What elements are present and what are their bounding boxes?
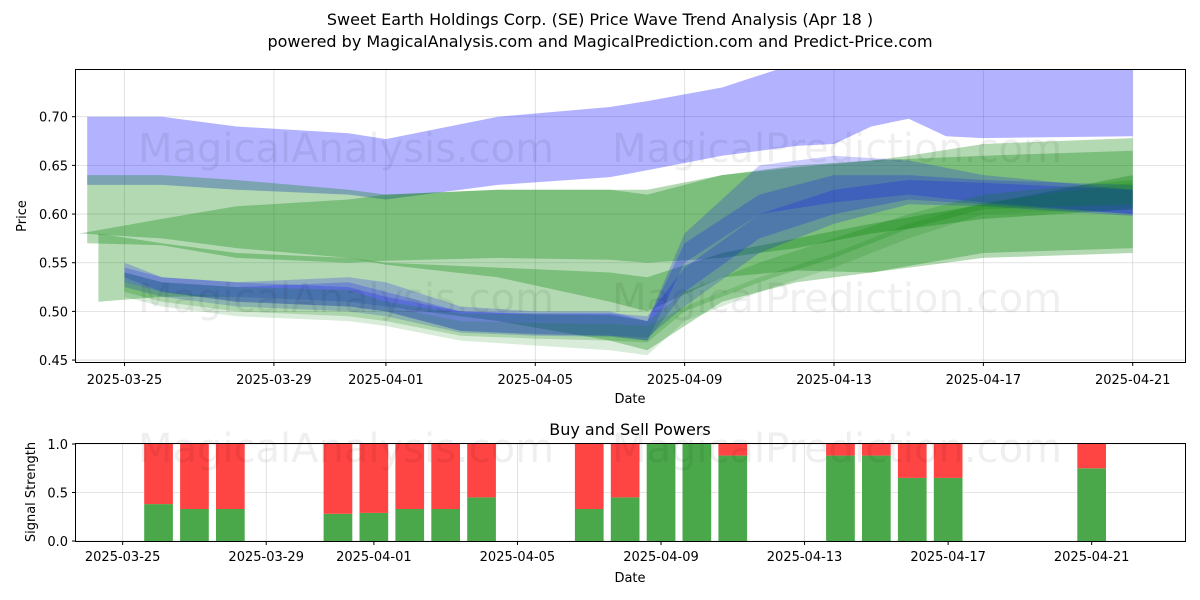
price-x-ticks: 2025-03-25 2025-03-29 2025-04-01 2025-04-05…	[87, 362, 1171, 388]
buy-bar	[359, 512, 389, 541]
chart-title: Sweet Earth Holdings Corp. (SE) Price Wa…	[327, 10, 873, 29]
price-x-tick-label: 2025-04-17	[946, 373, 1022, 388]
buy-bar	[718, 455, 748, 541]
sell-bar	[718, 444, 748, 456]
buy-bar	[826, 455, 855, 541]
price-grid	[76, 70, 1185, 362]
price-band-3	[98, 175, 1133, 351]
price-x-tick-label: 2025-04-05	[498, 373, 574, 388]
price-bands	[79, 70, 1133, 356]
sell-bar	[180, 444, 209, 509]
signal-title: Buy and Sell Powers	[549, 420, 711, 439]
buy-bar	[897, 477, 927, 541]
signal-y-tick-label: 0.5	[47, 487, 68, 502]
signal-x-tick-label: 2025-04-01	[336, 550, 412, 565]
watermark-bottom-right: MagicalPrediction.com	[612, 426, 1062, 472]
signal-y-ticks: 0.0 0.5 1.0	[47, 438, 76, 550]
price-y-ticks: 0.45 0.50 0.55 0.60 0.65 0.70	[39, 111, 76, 369]
signal-x-tick-label: 2025-03-29	[228, 550, 304, 565]
signal-bars	[144, 444, 1106, 542]
price-band-2	[79, 150, 1133, 312]
price-x-tick-label: 2025-03-29	[236, 373, 312, 388]
sell-bar	[897, 444, 927, 478]
price-x-tick-label: 2025-04-13	[796, 373, 872, 388]
signal-x-tick-label: 2025-04-13	[767, 550, 843, 565]
sell-bar	[144, 444, 173, 505]
price-watermarks: MagicalAnalysis.com MagicalPrediction.co…	[138, 126, 1062, 322]
buy-bar	[862, 455, 891, 541]
signal-x-tick-label: 2025-04-09	[623, 550, 699, 565]
price-band-0	[87, 70, 1133, 200]
buy-bar	[180, 509, 209, 541]
price-x-label: Date	[614, 392, 645, 407]
sell-bar	[323, 444, 353, 514]
sell-bar	[359, 444, 389, 513]
chart-subtitle: powered by MagicalAnalysis.com and Magic…	[267, 32, 932, 51]
buy-bar	[431, 509, 460, 541]
sell-bar	[610, 444, 640, 498]
signal-x-ticks: 2025-03-25 2025-03-29 2025-04-01 2025-04-05…	[85, 541, 1130, 565]
sell-bar	[216, 444, 245, 509]
sell-bar	[574, 444, 604, 509]
buy-bar	[323, 513, 353, 541]
signal-panel: Buy and Sell Powers MagicalAnalysis.com …	[24, 420, 1186, 586]
buy-bar	[467, 497, 496, 541]
sell-bar	[395, 444, 425, 509]
signal-x-tick-label: 2025-03-25	[85, 550, 161, 565]
price-panel: MagicalAnalysis.com MagicalPrediction.co…	[15, 69, 1186, 407]
price-y-tick-label: 0.55	[39, 257, 68, 272]
price-x-tick-label: 2025-03-25	[87, 373, 163, 388]
sell-bar	[1077, 444, 1106, 469]
buy-bar	[933, 477, 963, 541]
price-band-5	[124, 175, 1133, 341]
price-y-tick-label: 0.45	[39, 354, 68, 369]
sell-bar	[933, 444, 963, 478]
price-band-4	[124, 155, 1133, 341]
price-band-layer	[79, 70, 1133, 356]
signal-x-label: Date	[614, 571, 645, 586]
price-y-tick-label: 0.70	[39, 111, 68, 126]
signal-x-tick-label: 2025-04-17	[910, 550, 986, 565]
price-y-label: Price	[15, 200, 30, 232]
price-band-8	[124, 182, 1133, 356]
price-band-7	[124, 180, 1133, 343]
price-y-tick-label: 0.65	[39, 159, 68, 174]
signal-x-tick-label: 2025-04-21	[1054, 550, 1130, 565]
price-y-tick-label: 0.50	[39, 305, 68, 320]
watermark-top-left-upper: MagicalAnalysis.com	[138, 126, 554, 172]
price-y-tick-label: 0.60	[39, 208, 68, 223]
buy-bar	[144, 504, 173, 541]
buy-bar	[610, 497, 640, 541]
buy-bar	[395, 509, 425, 541]
sell-bar	[826, 444, 855, 456]
price-x-tick-label: 2025-04-21	[1095, 373, 1171, 388]
watermark-top-left-lower: MagicalAnalysis.com	[138, 276, 554, 322]
sell-bar	[862, 444, 891, 456]
signal-y-tick-label: 0.0	[47, 535, 68, 550]
buy-bar	[216, 509, 245, 541]
buy-bar	[646, 444, 676, 541]
signal-y-label: Signal Strength	[24, 442, 39, 542]
price-band-1	[87, 138, 1133, 263]
signal-watermarks: MagicalAnalysis.com MagicalPrediction.co…	[138, 426, 1062, 472]
buy-bar	[682, 444, 712, 541]
price-x-tick-label: 2025-04-01	[348, 373, 424, 388]
price-x-tick-label: 2025-04-09	[647, 373, 723, 388]
buy-bar	[574, 509, 604, 541]
price-band-6	[124, 180, 1133, 338]
buy-bar	[1077, 468, 1106, 542]
watermark-top-right-upper: MagicalPrediction.com	[612, 126, 1062, 172]
price-frame	[75, 69, 1186, 363]
watermark-top-right-lower: MagicalPrediction.com	[612, 276, 1062, 322]
signal-x-tick-label: 2025-04-05	[480, 550, 556, 565]
signal-y-tick-label: 1.0	[47, 438, 68, 453]
sell-bar	[467, 444, 496, 498]
sell-bar	[431, 444, 460, 509]
watermark-bottom-left: MagicalAnalysis.com	[138, 426, 554, 472]
